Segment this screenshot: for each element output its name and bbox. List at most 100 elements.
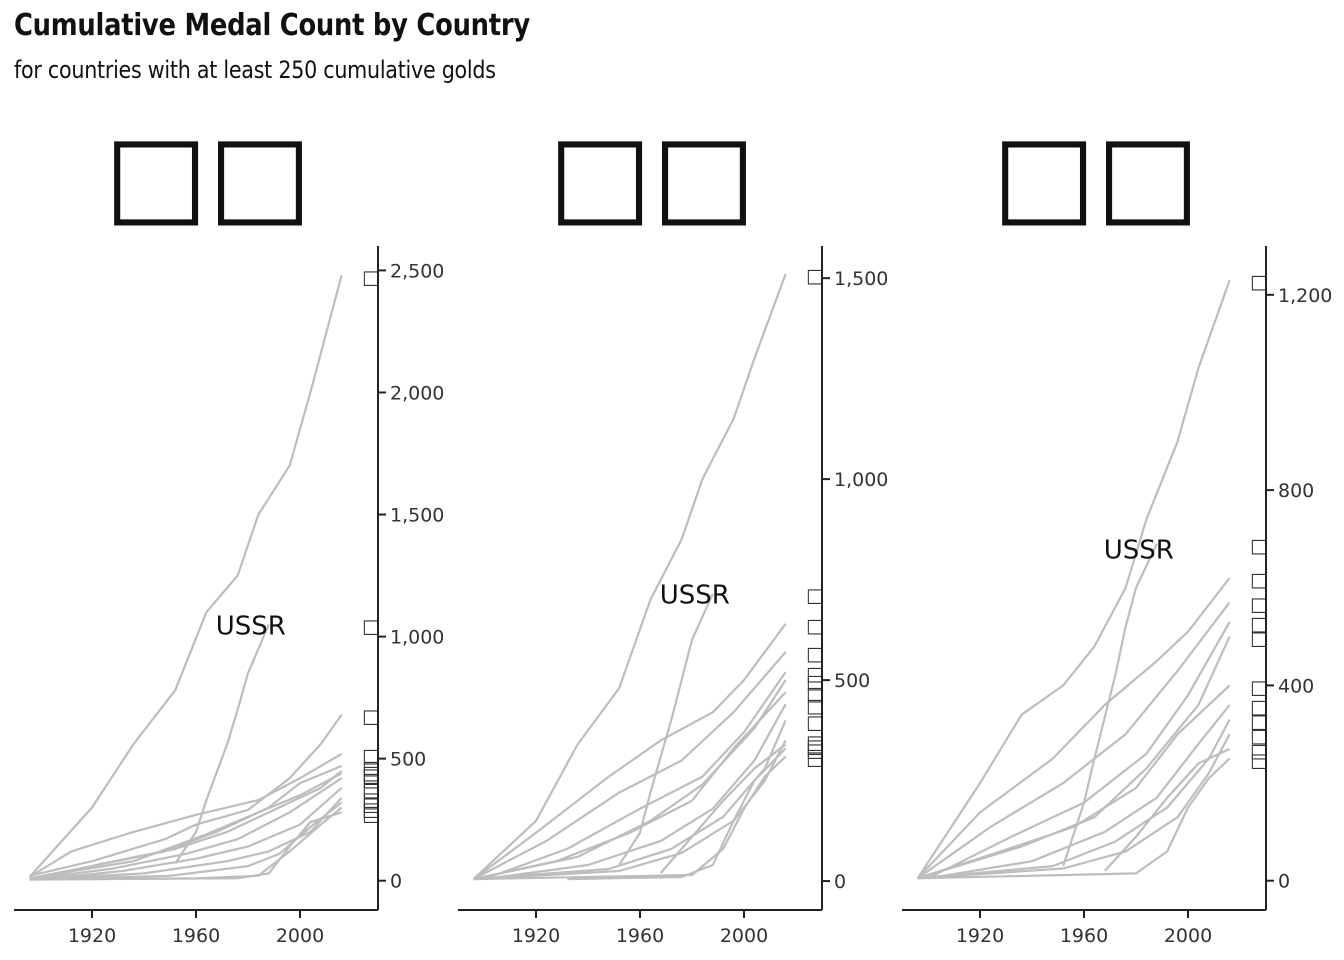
series-end-label: □: [362, 745, 380, 767]
facet-label: □□: [548, 110, 756, 238]
y-tick-label: 500: [834, 670, 870, 692]
series-end-label: □: [1250, 676, 1268, 698]
series-line-4: [29, 752, 343, 878]
series-end-label: □: [362, 798, 380, 820]
y-tick-label: 2,500: [390, 260, 444, 282]
series-line-12: [567, 747, 787, 881]
series-line-11: [1103, 747, 1231, 872]
series-line-10: [917, 733, 1231, 880]
series-end-label: □: [806, 711, 824, 733]
series-end-label: □: [806, 643, 824, 665]
annotation-label: USSR: [1104, 536, 1174, 566]
series-end-label: □: [806, 747, 824, 769]
y-tick-label: 0: [834, 871, 846, 893]
series-end-label: □: [1250, 593, 1268, 615]
x-tick-label: 2000: [1164, 925, 1212, 947]
series-line-1: [472, 273, 787, 880]
y-tick-label: 1,500: [390, 505, 444, 527]
series-end-label: □: [1250, 725, 1268, 747]
series-line-7: [473, 691, 787, 881]
x-tick-label: 1920: [512, 925, 560, 947]
x-tick-label: 2000: [720, 925, 768, 947]
series-end-label: □: [362, 803, 380, 825]
series-line-4: [473, 651, 787, 881]
x-tick-label: 2000: [276, 925, 324, 947]
x-tick-label: 1960: [172, 925, 220, 947]
x-tick-label: 1960: [1060, 925, 1108, 947]
y-tick-label: 2,000: [390, 382, 444, 404]
x-tick-label: 1920: [956, 925, 1004, 947]
series-end-label: □: [1250, 271, 1268, 293]
series-end-label: □: [806, 671, 824, 693]
series-end-label: □: [1250, 535, 1268, 557]
series-line-2: [174, 623, 270, 865]
series-line-8: [29, 777, 343, 881]
x-tick-label: 1960: [616, 925, 664, 947]
series-line-7: [917, 684, 1231, 880]
series-end-label: □: [806, 695, 824, 717]
y-tick-label: 1,000: [834, 469, 888, 491]
y-tick-label: 1,500: [834, 268, 888, 290]
series-end-label: □: [362, 266, 380, 288]
facet-label: □□: [992, 110, 1200, 238]
y-tick-label: 400: [1278, 675, 1314, 697]
series-end-label: □: [806, 735, 824, 757]
series-end-label: □: [1250, 711, 1268, 733]
series-end-label: □: [806, 731, 824, 753]
series-line-8: [483, 703, 787, 881]
series-line-1: [28, 275, 343, 878]
annotation-label: USSR: [216, 611, 286, 641]
series-end-label: □: [1250, 628, 1268, 650]
y-tick-label: 1,000: [390, 627, 444, 649]
series-line-9: [917, 719, 1231, 880]
series-end-label: □: [362, 794, 380, 816]
series-end-label: □: [1250, 613, 1268, 635]
series-end-label: □: [362, 789, 380, 811]
series-end-label: □: [362, 757, 380, 779]
series-end-label: □: [806, 739, 824, 761]
series-line-9: [473, 719, 787, 881]
y-tick-label: 0: [390, 871, 402, 893]
series-line-3: [29, 714, 343, 877]
y-tick-label: 0: [1278, 871, 1290, 893]
series-line-11: [29, 801, 343, 881]
series-end-label: □: [806, 663, 824, 685]
series-end-label: □: [362, 769, 380, 791]
series-line-11: [659, 743, 787, 874]
series-line-7: [29, 772, 343, 880]
series-end-label: □: [1250, 750, 1268, 772]
series-end-label: □: [1250, 740, 1268, 762]
series-end-label: □: [806, 265, 824, 287]
facet-label: □□: [104, 110, 312, 238]
series-line-4: [916, 601, 1231, 880]
series-line-2: [1062, 543, 1158, 867]
series-line-8: [927, 704, 1231, 880]
series-end-label: □: [362, 706, 380, 728]
series-line-13: [29, 811, 342, 881]
annotation-label: USSR: [660, 581, 730, 611]
series-line-1: [916, 279, 1231, 879]
chart-title: Cumulative Medal Count by Country: [14, 8, 530, 43]
series-end-label: □: [362, 762, 380, 784]
series-line-6: [39, 770, 343, 880]
x-tick-label: 1920: [68, 925, 116, 947]
y-tick-label: 1,200: [1278, 285, 1332, 307]
series-line-3: [916, 577, 1231, 880]
series-end-label: □: [362, 615, 380, 637]
series-end-label: □: [806, 615, 824, 637]
series-end-label: □: [1250, 696, 1268, 718]
series-line-10: [29, 796, 343, 881]
series-end-label: □: [1250, 569, 1268, 591]
chart-subtitle: for countries with at least 250 cumulati…: [14, 56, 496, 84]
series-line-12: [917, 757, 1231, 880]
series-line-6: [917, 636, 1231, 880]
series-line-5: [927, 621, 1231, 880]
series-line-9: [39, 787, 343, 881]
series-line-3: [472, 623, 787, 880]
series-end-label: □: [362, 764, 380, 786]
y-tick-label: 500: [390, 749, 426, 771]
